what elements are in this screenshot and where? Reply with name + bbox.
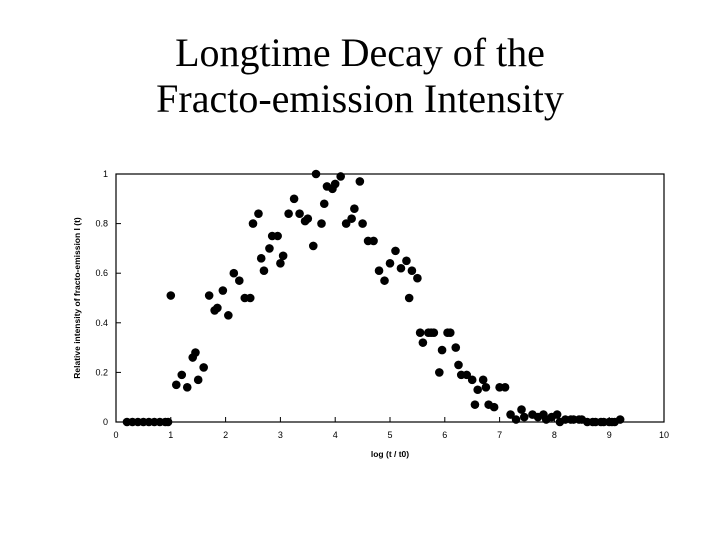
- x-tick-label: 5: [387, 430, 392, 440]
- data-point: [347, 214, 356, 223]
- y-tick-label: 0.6: [95, 268, 108, 278]
- x-tick-label: 6: [442, 430, 447, 440]
- y-tick-label: 0.4: [95, 318, 108, 328]
- data-point: [355, 177, 365, 186]
- x-tick-label: 2: [223, 430, 228, 440]
- data-point: [229, 268, 239, 278]
- data-point: [308, 241, 318, 251]
- data-point: [396, 263, 406, 273]
- data-point: [454, 360, 463, 370]
- data-point: [284, 209, 293, 218]
- data-point: [462, 370, 472, 380]
- data-point: [511, 415, 521, 424]
- data-point: [380, 276, 389, 285]
- data-point: [369, 236, 378, 246]
- data-point: [473, 385, 482, 395]
- y-tick-label: 0: [103, 417, 108, 427]
- data-point: [182, 382, 192, 392]
- x-tick-label: 4: [333, 430, 338, 440]
- data-point: [273, 231, 282, 241]
- data-point: [435, 368, 444, 377]
- data-point: [193, 375, 203, 385]
- data-point: [615, 415, 625, 424]
- x-tick-label: 9: [607, 430, 612, 440]
- data-point: [171, 380, 181, 390]
- axis-ticks: 0 1 2 3 4 5 6 7 8 9 10 0 0.2 0.4 0.6 0.8 1: [95, 169, 669, 440]
- data-point: [245, 293, 255, 303]
- data-point: [311, 169, 321, 179]
- data-point: [407, 266, 417, 276]
- x-tick-label: 10: [659, 430, 669, 440]
- x-tick-label: 7: [497, 430, 502, 440]
- data-point: [317, 219, 326, 228]
- title-line-1: Longtime Decay of the: [175, 30, 545, 75]
- data-point: [418, 338, 428, 347]
- data-point: [235, 276, 244, 285]
- data-point: [336, 172, 345, 181]
- x-tick-label: 3: [278, 430, 283, 440]
- data-point: [500, 382, 510, 392]
- plot-frame: [115, 173, 665, 423]
- data-point: [451, 343, 461, 352]
- data-point: [218, 286, 228, 295]
- data-point: [519, 412, 529, 422]
- data-point: [303, 214, 313, 223]
- data-point: [319, 199, 329, 209]
- data-point: [429, 328, 439, 338]
- data-point: [489, 402, 499, 412]
- title-line-2: Fracto-emission Intensity: [156, 76, 564, 121]
- data-point: [467, 375, 477, 385]
- data-point: [213, 303, 222, 313]
- data-point: [265, 244, 274, 253]
- data-point: [254, 209, 263, 218]
- data-point: [289, 194, 299, 204]
- x-axis-label: log (t / t0): [371, 449, 409, 459]
- data-point: [385, 258, 395, 268]
- data-points: [122, 169, 625, 427]
- y-tick-label: 0.8: [95, 219, 108, 229]
- data-point: [478, 375, 488, 385]
- data-point: [224, 311, 233, 320]
- data-point: [402, 256, 411, 266]
- data-point: [481, 382, 491, 392]
- x-tick-label: 8: [552, 430, 557, 440]
- x-tick-label: 1: [168, 430, 173, 440]
- data-point: [413, 273, 422, 283]
- slide-title: Longtime Decay of the Fracto-emission In…: [0, 30, 720, 122]
- data-point: [191, 348, 200, 357]
- data-point: [350, 204, 359, 214]
- data-point: [415, 328, 425, 338]
- y-axis-label: Relative intensity of fracto-emission I …: [72, 217, 82, 379]
- data-point: [276, 258, 285, 268]
- data-point: [248, 219, 258, 228]
- data-point: [204, 291, 214, 300]
- data-point: [506, 410, 515, 419]
- data-point: [330, 179, 340, 189]
- data-point: [295, 209, 304, 218]
- data-point: [437, 345, 447, 355]
- data-point: [552, 410, 562, 419]
- data-point: [278, 251, 288, 261]
- data-point: [163, 417, 173, 427]
- data-point: [517, 405, 526, 414]
- data-point: [445, 328, 455, 338]
- data-point: [199, 363, 208, 372]
- data-point: [358, 219, 367, 228]
- data-point: [177, 370, 187, 380]
- data-point: [391, 246, 400, 256]
- data-point: [470, 400, 480, 409]
- data-point: [374, 266, 384, 276]
- x-tick-label: 0: [113, 430, 118, 440]
- data-point: [256, 254, 266, 263]
- data-point: [166, 291, 176, 300]
- data-point: [341, 219, 351, 228]
- y-tick-label: 1: [103, 169, 108, 179]
- data-point: [404, 293, 414, 303]
- data-point: [259, 266, 269, 276]
- y-tick-label: 0.2: [95, 367, 108, 377]
